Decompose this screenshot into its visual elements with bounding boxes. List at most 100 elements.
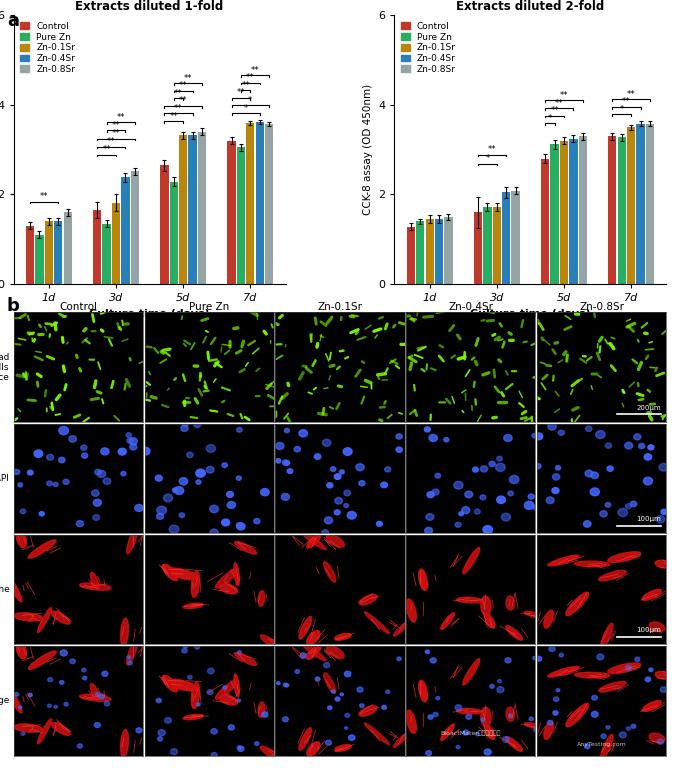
Circle shape [480,495,486,500]
Circle shape [432,489,439,495]
Circle shape [626,503,632,509]
Ellipse shape [16,641,27,659]
Circle shape [70,659,75,664]
Circle shape [382,705,386,709]
Circle shape [648,445,654,449]
Circle shape [196,469,205,477]
Circle shape [236,523,242,527]
Circle shape [644,454,651,460]
Circle shape [21,732,25,736]
Bar [407,227,415,284]
Circle shape [118,448,126,455]
Circle shape [238,746,244,752]
Circle shape [583,520,591,527]
Circle shape [607,466,613,471]
Circle shape [93,500,101,506]
Text: *: * [619,105,624,114]
Ellipse shape [655,561,671,568]
Circle shape [174,487,184,494]
Circle shape [211,729,218,734]
Text: a: a [7,12,19,29]
Circle shape [534,463,541,469]
Text: **: ** [116,113,125,122]
Circle shape [158,729,165,736]
Ellipse shape [394,731,411,747]
Circle shape [554,697,559,702]
Circle shape [524,501,534,510]
Ellipse shape [120,729,129,757]
Circle shape [328,706,332,709]
Circle shape [462,507,470,513]
Circle shape [299,429,307,437]
Circle shape [236,476,241,480]
Circle shape [92,514,99,520]
Circle shape [237,746,241,749]
Circle shape [597,654,604,660]
Circle shape [335,497,343,504]
Circle shape [459,512,464,516]
Circle shape [359,480,365,486]
Circle shape [345,726,347,729]
Circle shape [181,425,188,432]
Circle shape [157,507,167,514]
Circle shape [552,473,560,480]
Circle shape [275,443,284,449]
Ellipse shape [548,666,579,677]
Circle shape [335,697,340,701]
Circle shape [206,445,216,453]
Ellipse shape [51,611,70,624]
Text: *: * [248,96,252,105]
Ellipse shape [485,614,495,628]
Circle shape [348,735,355,740]
Circle shape [496,496,505,503]
Ellipse shape [598,682,626,692]
Ellipse shape [456,709,481,714]
Bar [103,224,111,284]
Ellipse shape [575,672,610,678]
Circle shape [601,734,606,739]
Circle shape [182,421,188,426]
Circle shape [92,490,99,497]
Circle shape [206,466,214,473]
Ellipse shape [307,534,321,548]
Ellipse shape [506,707,515,722]
Circle shape [128,661,133,665]
Circle shape [295,670,300,673]
Circle shape [556,689,560,692]
Ellipse shape [29,540,56,558]
Ellipse shape [524,722,543,729]
Circle shape [135,504,143,511]
Circle shape [324,517,333,524]
Circle shape [455,705,462,710]
Circle shape [430,658,436,663]
Circle shape [585,744,590,749]
Circle shape [316,677,320,681]
Circle shape [285,684,289,687]
Circle shape [625,443,632,449]
Circle shape [126,433,131,437]
Circle shape [34,450,43,457]
Bar [444,217,453,284]
Ellipse shape [359,594,377,605]
Circle shape [82,668,86,672]
Circle shape [605,443,611,448]
Text: **: ** [550,106,559,115]
Circle shape [282,493,290,500]
Circle shape [99,694,105,699]
Circle shape [426,751,431,756]
Bar [112,203,120,284]
Circle shape [237,651,241,654]
Circle shape [552,487,559,493]
Ellipse shape [220,695,237,705]
Bar [646,123,654,284]
Text: *: * [486,154,490,163]
Ellipse shape [524,611,543,618]
Circle shape [294,446,301,452]
Title: Control: Control [59,301,97,311]
Ellipse shape [642,590,661,601]
Bar [426,219,434,284]
Circle shape [211,752,217,757]
Text: **: ** [237,89,245,97]
Bar [608,136,617,284]
Ellipse shape [506,625,522,640]
